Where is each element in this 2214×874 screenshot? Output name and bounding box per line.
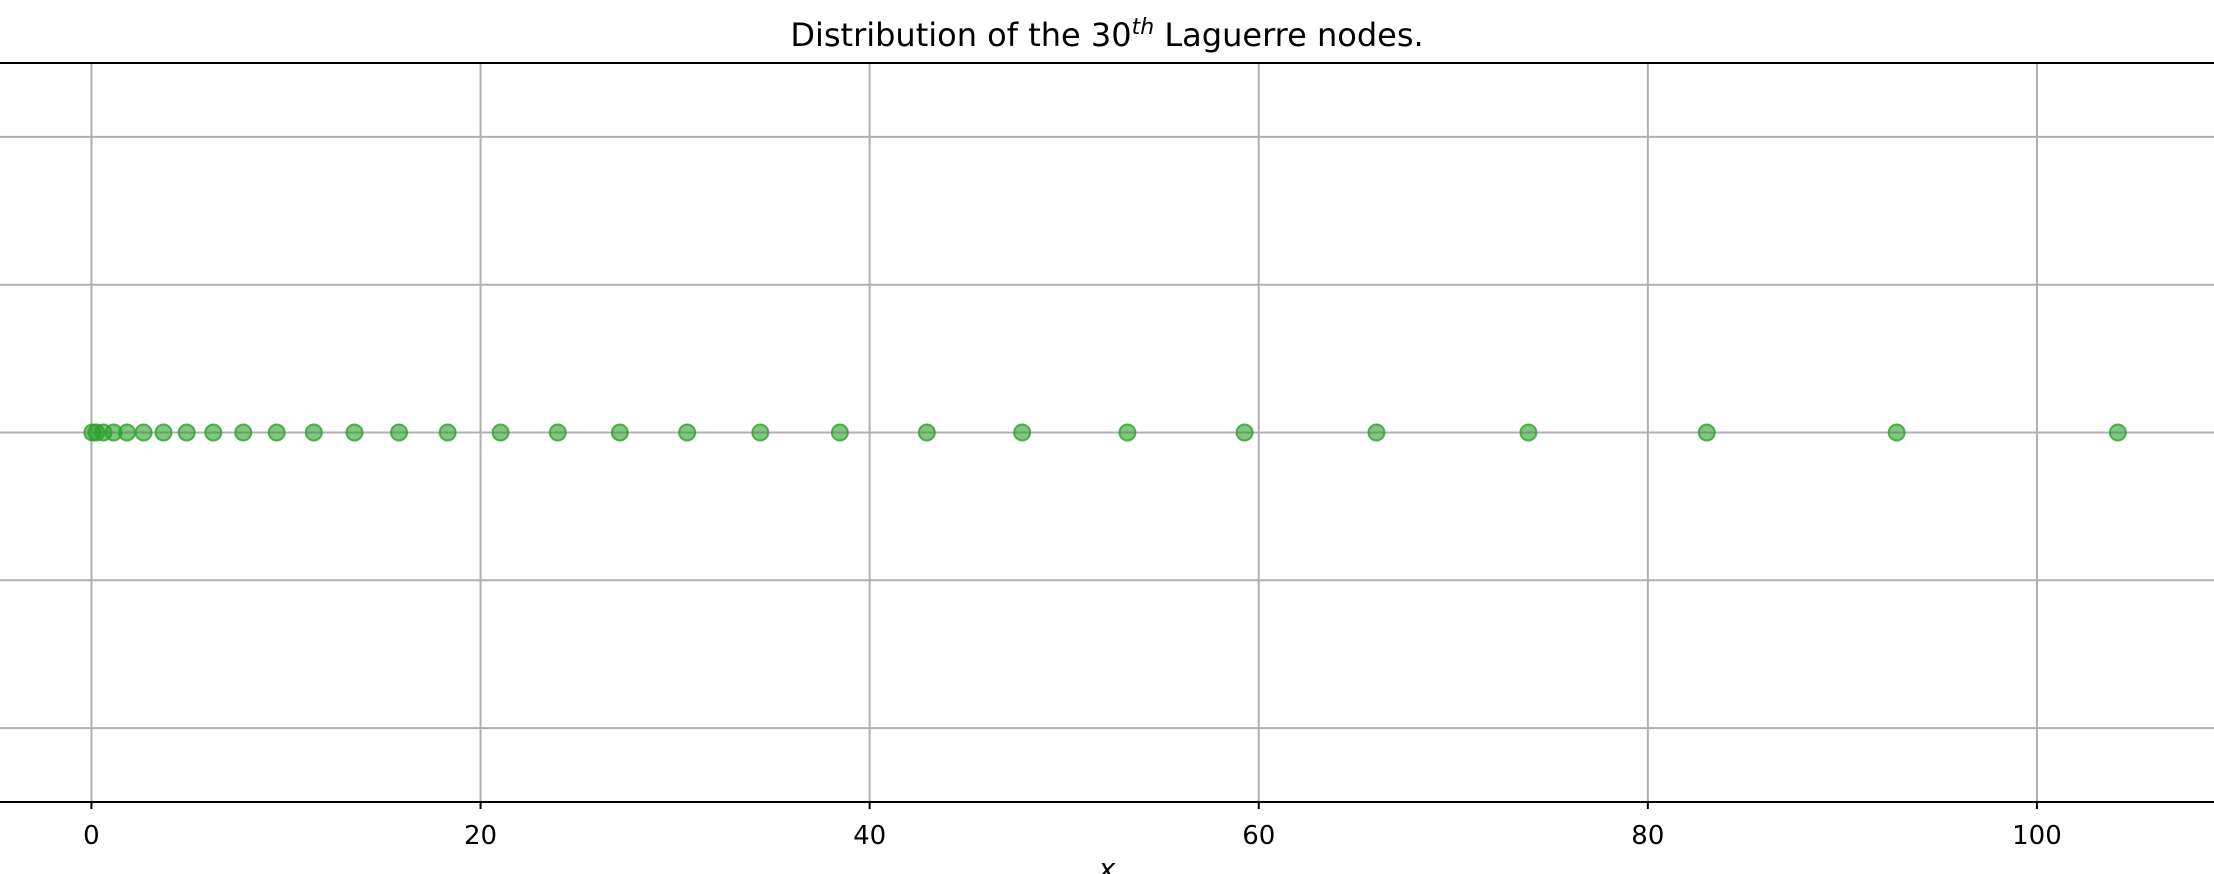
laguerre-node-point xyxy=(177,423,196,442)
laguerre-node-point xyxy=(917,423,936,442)
chart-title: Distribution of the 30th Laguerre nodes. xyxy=(790,15,1423,54)
laguerre-node-point xyxy=(117,423,136,442)
laguerre-node-point xyxy=(1697,423,1716,442)
laguerre-node-point xyxy=(154,423,173,442)
laguerre-node-point xyxy=(1118,423,1137,442)
laguerre-node-point xyxy=(678,423,697,442)
x-tick-label: 20 xyxy=(464,821,497,851)
x-tick-label: 40 xyxy=(853,821,886,851)
laguerre-node-point xyxy=(345,423,364,442)
laguerre-node-point xyxy=(830,423,849,442)
plot-area: 0 20 40 60 80 100 xyxy=(0,62,2214,851)
laguerre-node-point xyxy=(1519,423,1538,442)
laguerre-node-point xyxy=(548,423,567,442)
laguerre-node-point xyxy=(1013,423,1032,442)
chart-title-superscript: th xyxy=(1132,15,1155,40)
laguerre-node-point xyxy=(751,423,770,442)
x-tick-label: 100 xyxy=(2012,821,2062,851)
laguerre-node-point xyxy=(267,423,286,442)
laguerre-node-point xyxy=(390,423,409,442)
chart-title-prefix: Distribution of the 30 xyxy=(790,16,1131,54)
laguerre-node-point xyxy=(304,423,323,442)
laguerre-node-point xyxy=(204,423,223,442)
laguerre-node-point xyxy=(491,423,510,442)
x-tick-label: 80 xyxy=(1631,821,1664,851)
data-points xyxy=(83,423,2127,442)
y-gridlines xyxy=(0,135,2214,730)
x-axis-label: x xyxy=(1098,852,1116,874)
laguerre-node-point xyxy=(134,423,153,442)
laguerre-node-point xyxy=(438,423,457,442)
chart-title-suffix: Laguerre nodes. xyxy=(1154,16,1424,54)
x-axis-ticks: 0 20 40 60 80 100 xyxy=(83,802,2062,851)
laguerre-node-point xyxy=(234,423,253,442)
laguerre-node-point xyxy=(1887,423,1906,442)
laguerre-node-point xyxy=(1235,423,1254,442)
x-tick-label: 60 xyxy=(1242,821,1275,851)
x-tick-label: 0 xyxy=(83,821,100,851)
laguerre-node-point xyxy=(610,423,629,442)
laguerre-node-point xyxy=(1367,423,1386,442)
laguerre-node-point xyxy=(2108,423,2127,442)
